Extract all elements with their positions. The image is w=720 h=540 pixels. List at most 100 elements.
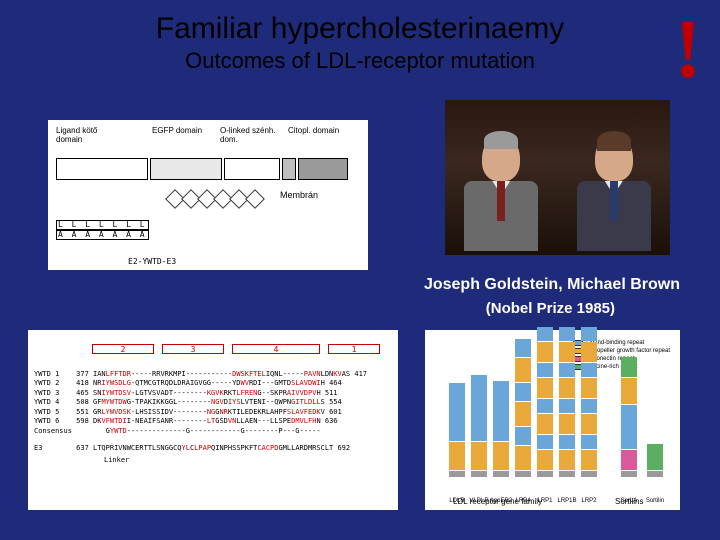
seq-region-bar: 3 <box>162 344 224 354</box>
gene-segment <box>559 342 575 362</box>
seq-row: YWTD 1 377 IANLFFTDR-----RRVRKMPI-------… <box>34 370 392 379</box>
gene-segment <box>537 450 553 470</box>
gene-segment <box>515 358 531 382</box>
gene-segment <box>559 435 575 449</box>
gene-column <box>515 339 531 478</box>
gene-segment <box>581 327 597 341</box>
gene-segment <box>581 471 597 477</box>
scientists-photo <box>445 100 670 255</box>
gene-segment <box>581 399 597 413</box>
gene-segment <box>559 399 575 413</box>
sequence-alignment-figure: 2341 YWTD 1 377 IANLFFTDR-----RRVRKMPI--… <box>28 330 398 510</box>
seq-row: YWTD 4 508 GFMYWTDWG-TPAKIKKGGL--------N… <box>34 398 392 407</box>
seq-region-bars: 2341 <box>92 336 392 364</box>
gene-segment <box>515 471 531 477</box>
gene-column <box>449 383 465 478</box>
seq-row: YWTD 6 598 DKVFWTDII-NEAIFSANR--------LT… <box>34 417 392 426</box>
gene-segment <box>581 363 597 377</box>
seq-row: Consensus GYWTD--------------G----------… <box>34 427 392 436</box>
domain-rect <box>298 158 348 180</box>
gene-segment <box>581 450 597 470</box>
gene-segment <box>515 383 531 401</box>
gene-segment <box>581 435 597 449</box>
gene-segment <box>559 471 575 477</box>
gene-segment <box>621 378 637 404</box>
ll-row-top: L L L L L L L <box>56 220 149 230</box>
gene-segment <box>559 450 575 470</box>
gene-segment <box>537 414 553 434</box>
domain-footer: E2-YWTD-E3 <box>128 257 176 266</box>
gene-segment <box>559 378 575 398</box>
gene-segment <box>537 378 553 398</box>
seq-footer: Linker <box>104 456 392 464</box>
gene-segment <box>621 450 637 470</box>
domain-rect <box>150 158 222 180</box>
domain-label: Ligand kötő domain <box>56 126 122 144</box>
gene-family-figure: Ligand-binding repeatβ-propeller growth … <box>425 330 680 510</box>
gene-segment <box>449 471 465 477</box>
domain-rect <box>56 158 148 180</box>
person-brown <box>574 135 654 255</box>
domain-label: Citopl. domain <box>288 126 354 135</box>
gene-segment <box>537 471 553 477</box>
gene-segment <box>621 471 637 477</box>
seq-region-bar: 2 <box>92 344 154 354</box>
gene-segment <box>493 381 509 441</box>
gene-segment <box>559 327 575 341</box>
gene-col-label: LRP2 <box>581 498 596 504</box>
membrane-label: Membrán <box>280 190 318 200</box>
gene-segment <box>621 357 637 377</box>
seq-row: YWTD 5 551 GRLYWVDSK-LHSISSIDV--------NG… <box>34 408 392 417</box>
seq-row: YWTD 2 418 NRIYWSDLG-QTMCGTRQDLDRAIGVGG-… <box>34 379 392 388</box>
gene-column <box>647 444 663 478</box>
gene-segment <box>647 444 663 470</box>
gene-segment <box>471 471 487 477</box>
gene-segment <box>515 402 531 426</box>
gene-segment <box>621 405 637 449</box>
gene-segment <box>493 442 509 470</box>
gene-column <box>559 327 575 478</box>
gene-segment <box>515 427 531 445</box>
slide-title: Familiar hypercholesterinaemy <box>0 0 720 46</box>
ll-block: L L L L L L L A A A A A A A <box>56 220 149 240</box>
gene-column <box>537 327 553 478</box>
gene-segment <box>581 378 597 398</box>
gene-segment <box>581 414 597 434</box>
slide-subtitle: Outcomes of LDL-receptor mutation <box>0 48 720 74</box>
gene-col-label: LRP1B <box>557 498 576 504</box>
gene-segment <box>471 442 487 470</box>
ll-row-bot: A A A A A A A <box>56 230 149 240</box>
gene-segment <box>537 363 553 377</box>
seq-region-bar: 1 <box>328 344 380 354</box>
gene-segment <box>515 339 531 357</box>
gene-column <box>581 327 597 478</box>
domain-rect <box>224 158 280 180</box>
domain-label: O-linked szénh. dom. <box>220 126 286 144</box>
gene-column <box>621 357 637 478</box>
gene-segment <box>493 471 509 477</box>
gene-group-left: LDL receptor gene family <box>453 497 542 506</box>
gene-segment <box>449 442 465 470</box>
domain-rect <box>282 158 296 180</box>
hexagon-icon <box>245 189 265 209</box>
person-goldstein <box>461 135 541 255</box>
gene-group-right: Sortilins <box>615 497 643 506</box>
gene-column <box>471 375 487 478</box>
gene-segment <box>537 435 553 449</box>
domain-label: EGFP domain <box>152 126 218 135</box>
seq-row: E3 637 LTQPRIVNWCERTTLSNGGCQYLCLPAPQINPH… <box>34 444 392 453</box>
seq-bottom-row: E3 637 LTQPRIVNWCERTTLSNGGCQYLCLPAPQINPH… <box>34 444 392 453</box>
seq-region-bar: 4 <box>232 344 320 354</box>
gene-segment <box>559 363 575 377</box>
gene-col-label: Sortilin <box>646 498 664 504</box>
gene-segment <box>537 399 553 413</box>
gene-segment <box>581 342 597 362</box>
domain-schematic-figure: Ligand kötő domain EGFP domainO-linked sz… <box>48 120 368 270</box>
gene-column <box>493 381 509 478</box>
gene-segment <box>471 375 487 441</box>
gene-segment <box>559 414 575 434</box>
gene-segment <box>449 383 465 441</box>
gene-segment <box>537 342 553 362</box>
gene-segment <box>537 327 553 341</box>
photo-caption-names: Joseph Goldstein, Michael Brown <box>424 276 680 294</box>
